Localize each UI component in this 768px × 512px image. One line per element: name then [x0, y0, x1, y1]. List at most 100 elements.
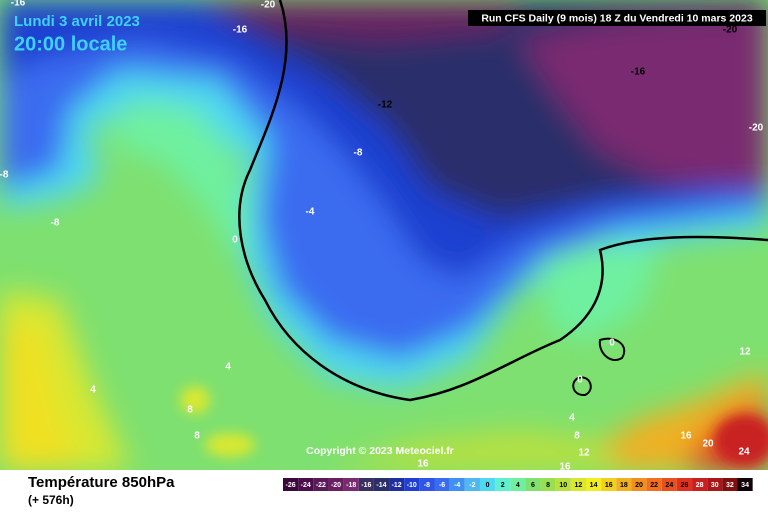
colorbar-label: 12 [575, 482, 583, 489]
colorbar-label: 8 [546, 482, 550, 489]
colorbar-label: -20 [331, 482, 341, 489]
colorbar-label: 16 [605, 482, 613, 489]
contour-label: 8 [574, 431, 580, 442]
variable: Température 850hPa [28, 474, 175, 491]
colorbar-swatch [570, 478, 586, 491]
colorbar-label: -18 [346, 482, 356, 489]
contour-label: -8 [354, 148, 363, 159]
contour-labels: -16 -20 -16 -20 -16 -12 -20 -8 -8 -4 -8 … [0, 0, 764, 473]
contour-label: 0 [577, 375, 583, 386]
zero-isotherm [572, 376, 592, 397]
contour-label: -16 [11, 0, 26, 9]
colorbar-swatch [540, 478, 556, 491]
colorbar-swatch [434, 478, 450, 491]
colorbar-label: -12 [392, 482, 402, 489]
time: 20:00 locale [14, 33, 127, 55]
colorbar-swatch [328, 478, 344, 491]
colorbar-swatch [601, 478, 617, 491]
contour-label: 4 [569, 413, 575, 424]
colorbar-swatch [510, 478, 526, 491]
contour-label: 12 [739, 347, 751, 358]
colorbar-label: -4 [454, 482, 460, 489]
colorbar-label: 2 [501, 482, 505, 489]
contour-label: 0 [609, 338, 615, 349]
colorbar-swatch [343, 478, 359, 491]
colorbar-label: 14 [590, 482, 598, 489]
date: Lundi 3 avril 2023 [14, 13, 140, 30]
colorbar-swatch [404, 478, 420, 491]
contour-label: 8 [194, 431, 200, 442]
colorbar-label: 28 [696, 482, 704, 489]
contour-label: 24 [738, 447, 750, 458]
contour-label: 20 [702, 439, 714, 450]
colorbar-label: 26 [681, 482, 689, 489]
contour-label: 16 [559, 462, 571, 473]
colorbar-label: -16 [361, 482, 371, 489]
run-info: Run CFS Daily (9 mois) 18 Z du Vendredi … [481, 12, 753, 24]
contour-label: 4 [90, 385, 96, 396]
colorbar-label: 18 [620, 482, 628, 489]
colorbar-swatch [419, 478, 435, 491]
contour-label: -20 [723, 25, 738, 36]
copyright: Copyright © 2023 Meteociel.fr [306, 445, 454, 457]
contour-label: -20 [749, 123, 764, 134]
colorbar-label: 32 [726, 482, 734, 489]
colorbar-label: 24 [665, 482, 673, 489]
colorbar-swatch [449, 478, 465, 491]
colorbar-label: 10 [559, 482, 567, 489]
colorbar-label: -6 [439, 482, 445, 489]
colorbar-label: -2 [469, 482, 475, 489]
colorbar-swatch [313, 478, 329, 491]
colorbar-swatch [373, 478, 390, 491]
contour-label: 0 [232, 235, 238, 246]
colorbar-label: -8 [424, 482, 430, 489]
colorbar-label: 22 [650, 482, 658, 489]
contour-label: 8 [187, 405, 193, 416]
colorbar-swatch [464, 478, 480, 491]
colorbar-swatch [692, 478, 708, 491]
contour-label: 4 [225, 362, 231, 373]
colorbar-swatch [646, 478, 662, 491]
contour-label: -4 [306, 207, 315, 218]
contour-label: -12 [378, 100, 393, 111]
colorbar-swatch [298, 478, 314, 491]
colorbar-label: -22 [316, 482, 326, 489]
colorbar-label: -14 [376, 482, 386, 489]
colorbar-swatch [283, 478, 299, 491]
colorbar-swatch [661, 478, 677, 491]
colorbar-label: 0 [486, 482, 490, 489]
colorbar-swatch [555, 478, 571, 491]
contour-label: 16 [417, 459, 429, 470]
colorbar-swatch [722, 478, 738, 491]
contour-label: -16 [631, 67, 646, 78]
colorbar-label: 30 [711, 482, 719, 489]
contour-label: -8 [0, 170, 9, 181]
colorbar-swatch [495, 478, 511, 491]
contour-label: 16 [680, 431, 692, 442]
colorbar-swatch [525, 478, 541, 491]
colorbar-swatch [389, 478, 405, 491]
zero-isotherm [238, 0, 768, 402]
run-box [468, 10, 766, 26]
colorbar-swatch [676, 478, 693, 491]
colorbar-swatch [707, 478, 723, 491]
colorbar-label: -26 [286, 482, 296, 489]
colorbar-label: -10 [407, 482, 417, 489]
colorbar-swatch [586, 478, 602, 491]
lead-time: (+ 576h) [28, 493, 74, 507]
colorbar-swatch [479, 478, 496, 491]
colorbar-label: -24 [301, 482, 311, 489]
zero-isotherm [598, 337, 626, 361]
colorbar-swatch [616, 478, 632, 491]
temperature-field [0, 0, 768, 470]
contour-label: -16 [233, 25, 248, 36]
contour-label: -20 [261, 0, 276, 11]
contour-label: -8 [51, 218, 60, 229]
colorbar-swatch [358, 478, 374, 491]
colorbar-label: 20 [635, 482, 643, 489]
colorbar-label: 6 [531, 482, 535, 489]
colorbar-label: 4 [516, 482, 520, 489]
colorbar-swatch [631, 478, 647, 491]
